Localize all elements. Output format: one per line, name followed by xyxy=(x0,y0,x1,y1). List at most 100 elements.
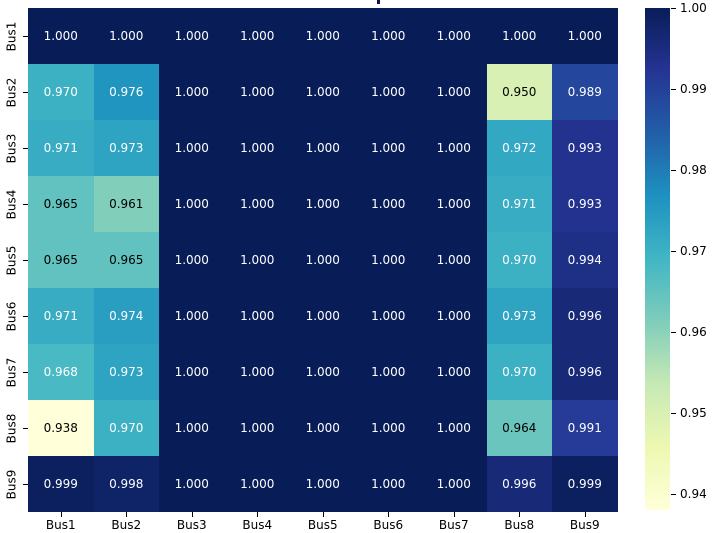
heatmap-cell-Bus9-Bus5: 1.000 xyxy=(290,456,356,512)
heatmap-cell-Bus1-Bus8: 1.000 xyxy=(486,8,552,64)
heatmap-cell-Bus2-Bus9: 0.989 xyxy=(552,64,618,120)
heatmap-cell-Bus5-Bus7: 1.000 xyxy=(421,232,487,288)
heatmap-cell-Bus9-Bus4: 1.000 xyxy=(224,456,290,512)
colorbar-tick-label-1.00: 1.00 xyxy=(680,1,707,15)
heatmap-cell-Bus1-Bus9: 1.000 xyxy=(552,8,618,64)
y-tick-label-Bus1: Bus1 xyxy=(4,21,19,51)
heatmap-cell-Bus8-Bus9: 0.991 xyxy=(552,400,618,456)
y-tick-mark xyxy=(23,260,28,261)
x-tick-label-Bus3: Bus3 xyxy=(176,518,207,532)
heatmap-cell-Bus3-Bus5: 1.000 xyxy=(290,120,356,176)
x-tick-mark xyxy=(584,512,586,517)
colorbar-tick-label-0.94: 0.94 xyxy=(680,486,707,501)
heatmap-cell-Bus7-Bus9: 0.996 xyxy=(552,344,618,400)
x-tick-label-Bus2: Bus2 xyxy=(111,518,142,532)
heatmap-cell-Bus6-Bus7: 1.000 xyxy=(421,288,487,344)
heatmap-cell-Bus9-Bus2: 0.998 xyxy=(93,456,159,512)
heatmap-cell-Bus6-Bus3: 1.000 xyxy=(159,288,225,344)
heatmap-cell-Bus6-Bus9: 0.996 xyxy=(552,288,618,344)
heatmap-cell-Bus9-Bus1: 0.999 xyxy=(28,456,94,512)
heatmap-cell-Bus4-Bus5: 1.000 xyxy=(290,176,356,232)
heatmap-cell-Bus3-Bus1: 0.971 xyxy=(28,120,94,176)
heatmap-cell-Bus5-Bus3: 1.000 xyxy=(159,232,225,288)
heatmap-cell-Bus7-Bus1: 0.968 xyxy=(28,344,94,400)
heatmap-cell-Bus6-Bus4: 1.000 xyxy=(224,288,290,344)
heatmap-cell-Bus4-Bus7: 1.000 xyxy=(421,176,487,232)
heatmap-cell-Bus7-Bus5: 1.000 xyxy=(290,344,356,400)
heatmap-cell-Bus4-Bus4: 1.000 xyxy=(224,176,290,232)
heatmap-cell-Bus2-Bus8: 0.950 xyxy=(486,64,552,120)
heatmap-cell-Bus9-Bus8: 0.996 xyxy=(486,456,552,512)
colorbar-tick-mark xyxy=(671,493,676,495)
heatmap-cell-Bus2-Bus4: 1.000 xyxy=(224,64,290,120)
colorbar-tick-label-0.98: 0.98 xyxy=(680,162,707,177)
y-tick-mark xyxy=(23,204,28,205)
x-tick-label-Bus5: Bus5 xyxy=(307,518,338,532)
y-tick-label-Bus3: Bus3 xyxy=(4,133,19,163)
heatmap-cell-Bus4-Bus8: 0.971 xyxy=(486,176,552,232)
y-tick-label-Bus6: Bus6 xyxy=(4,301,19,331)
colorbar-tick-mark xyxy=(671,331,676,333)
heatmap-cell-Bus2-Bus5: 1.000 xyxy=(290,64,356,120)
heatmap-cell-Bus8-Bus4: 1.000 xyxy=(224,400,290,456)
x-tick-mark xyxy=(126,512,128,517)
x-tick-label-Bus9: Bus9 xyxy=(569,518,600,532)
colorbar-tick-label-0.97: 0.97 xyxy=(680,243,707,258)
colorbar-tick-mark xyxy=(671,169,676,171)
heatmap-cell-Bus9-Bus9: 0.999 xyxy=(552,456,618,512)
heatmap-cell-Bus3-Bus9: 0.993 xyxy=(552,120,618,176)
y-tick-label-Bus7: Bus7 xyxy=(4,357,19,387)
x-tick-mark xyxy=(191,512,193,517)
heatmap-cell-Bus7-Bus7: 1.000 xyxy=(421,344,487,400)
heatmap-cell-Bus7-Bus3: 1.000 xyxy=(159,344,225,400)
colorbar-tick-mark xyxy=(671,88,676,90)
x-tick-mark xyxy=(453,512,455,517)
heatmap-cell-Bus1-Bus6: 1.000 xyxy=(355,8,421,64)
heatmap-cell-Bus1-Bus4: 1.000 xyxy=(224,8,290,64)
heatmap-cell-Bus5-Bus5: 1.000 xyxy=(290,232,356,288)
heatmap-cell-Bus2-Bus3: 1.000 xyxy=(159,64,225,120)
heatmap-cell-Bus3-Bus7: 1.000 xyxy=(421,120,487,176)
heatmap-cell-Bus5-Bus4: 1.000 xyxy=(224,232,290,288)
heatmap-cell-Bus8-Bus2: 0.970 xyxy=(93,400,159,456)
y-tick-label-Bus5: Bus5 xyxy=(4,245,19,275)
heatmap-cell-Bus2-Bus6: 1.000 xyxy=(355,64,421,120)
heatmap-cell-Bus1-Bus3: 1.000 xyxy=(159,8,225,64)
x-tick-mark xyxy=(519,512,521,517)
heatmap-cell-Bus5-Bus9: 0.994 xyxy=(552,232,618,288)
colorbar-tick-mark xyxy=(671,412,676,414)
heatmap-cell-Bus7-Bus4: 1.000 xyxy=(224,344,290,400)
heatmap-cell-Bus8-Bus8: 0.964 xyxy=(486,400,552,456)
heatmap-cell-Bus1-Bus7: 1.000 xyxy=(421,8,487,64)
heatmap-cell-Bus8-Bus6: 1.000 xyxy=(355,400,421,456)
heatmap-cell-Bus7-Bus8: 0.970 xyxy=(486,344,552,400)
heatmap-cell-Bus6-Bus8: 0.973 xyxy=(486,288,552,344)
heatmap-cell-Bus3-Bus8: 0.972 xyxy=(486,120,552,176)
heatmap-cell-Bus3-Bus6: 1.000 xyxy=(355,120,421,176)
heatmap-cell-Bus9-Bus3: 1.000 xyxy=(159,456,225,512)
heatmap-cell-Bus4-Bus1: 0.965 xyxy=(28,176,94,232)
x-tick-mark xyxy=(257,512,259,517)
x-tick-label-Bus6: Bus6 xyxy=(373,518,404,532)
heatmap-cell-Bus2-Bus2: 0.976 xyxy=(93,64,159,120)
clipped-title-remnant xyxy=(377,0,380,4)
y-tick-label-Bus4: Bus4 xyxy=(4,189,19,219)
heatmap-cell-Bus5-Bus8: 0.970 xyxy=(486,232,552,288)
x-tick-label-Bus1: Bus1 xyxy=(45,518,76,532)
y-tick-mark xyxy=(23,484,28,485)
heatmap-cell-Bus8-Bus1: 0.938 xyxy=(28,400,94,456)
y-tick-mark xyxy=(23,316,28,317)
x-tick-label-Bus4: Bus4 xyxy=(242,518,273,532)
heatmap-cell-Bus2-Bus7: 1.000 xyxy=(421,64,487,120)
y-tick-mark xyxy=(23,148,28,149)
heatmap-plot-area: 1.000 1.000 1.000 1.000 1.000 1.000 1.000 1.000… xyxy=(28,8,618,512)
heatmap-cell-Bus1-Bus2: 1.000 xyxy=(93,8,159,64)
heatmap-cell-Bus7-Bus6: 1.000 xyxy=(355,344,421,400)
heatmap-cell-Bus6-Bus1: 0.971 xyxy=(28,288,94,344)
colorbar-tick-mark xyxy=(671,250,676,252)
heatmap-cell-Bus3-Bus2: 0.973 xyxy=(93,120,159,176)
y-tick-mark xyxy=(23,92,28,93)
heatmap-cell-Bus5-Bus2: 0.965 xyxy=(93,232,159,288)
y-tick-mark xyxy=(23,372,28,373)
